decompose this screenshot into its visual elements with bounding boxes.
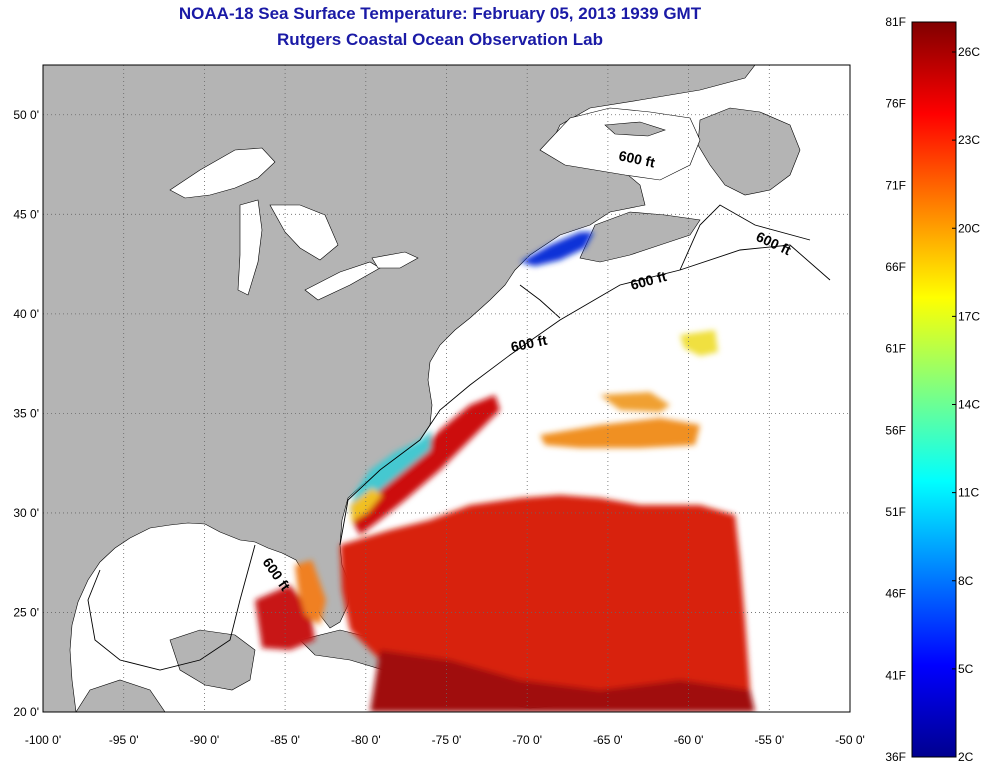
lon-tick-label: -50 0': [835, 733, 865, 747]
land-central-america: [75, 679, 166, 712]
longitude-axis: -100 0' -95 0' -90 0' -85 0' -80 0' -75 0' -70…: [25, 733, 865, 747]
colorbar-f-label: 46F: [885, 587, 906, 601]
colorbar-f-label: 66F: [885, 260, 906, 274]
lon-tick-label: -100 0': [25, 733, 61, 747]
lat-tick-label: 20 0': [13, 705, 39, 719]
lat-tick-label: 35 0': [13, 406, 39, 420]
colorbar-c-label: 26C: [958, 45, 980, 59]
sst-north-yellow: [680, 330, 718, 356]
map-subtitle: Rutgers Coastal Ocean Observation Lab: [277, 30, 603, 49]
depth-contour-600ft: [87, 204, 831, 671]
sst-scattered-orange: [600, 392, 670, 412]
colorbar-f-label: 56F: [885, 423, 906, 437]
colorbar-f-label: 51F: [885, 505, 906, 519]
latitude-axis: 20 0' 25 0' 30 0' 35 0' 40 0' 45 0' 50 0': [13, 108, 39, 719]
lon-tick-label: -75 0': [432, 733, 462, 747]
land-nova-scotia: [579, 211, 701, 263]
lat-tick-label: 45 0': [13, 207, 39, 221]
colorbar-celsius-labels: 26C 23C 20C 17C 14C 11C 8C 5C 2C: [952, 45, 980, 764]
lon-tick-label: -70 0': [512, 733, 542, 747]
colorbar-f-label: 41F: [885, 668, 906, 682]
colorbar-f-label: 76F: [885, 97, 906, 111]
contour-label-north: 600 ft: [617, 147, 656, 170]
colorbar-f-label: 71F: [885, 178, 906, 192]
lon-tick-label: -65 0': [593, 733, 623, 747]
contour-label-midatlantic: 600 ft: [509, 332, 548, 355]
colorbar-c-label: 17C: [958, 309, 980, 323]
colorbar-c-label: 23C: [958, 133, 980, 147]
lon-tick-label: -95 0': [109, 733, 139, 747]
map-border: [42, 64, 851, 713]
lake-huron: [269, 204, 339, 261]
sst-south-atlantic-main: [340, 495, 750, 700]
land-yucatan: [169, 629, 256, 691]
grid-lines: [43, 65, 850, 712]
lake-superior: [169, 147, 276, 199]
lon-tick-label: -55 0': [754, 733, 784, 747]
map-content: 600 ft 600 ft 600 ft 600 ft 600 ft: [43, 65, 850, 712]
sst-south-deep: [370, 650, 755, 712]
lon-tick-label: -80 0': [351, 733, 381, 747]
map-title: NOAA-18 Sea Surface Temperature: Februar…: [178, 4, 702, 23]
land-north-america: [43, 65, 756, 712]
lake-ontario: [371, 251, 419, 269]
lon-tick-label: -85 0': [270, 733, 300, 747]
sst-data-layer: [255, 232, 755, 712]
colorbar-c-label: 20C: [958, 221, 980, 235]
colorbar-c-label: 8C: [958, 574, 974, 588]
sst-mid-orange: [540, 418, 700, 448]
sst-gulfstream-core: [352, 395, 500, 535]
colorbar-c-label: 5C: [958, 662, 974, 676]
lake-michigan: [237, 199, 263, 296]
lon-tick-label: -90 0': [190, 733, 220, 747]
colorbar-c-label: 11C: [958, 486, 979, 500]
colorbar-c-label: 2C: [958, 750, 974, 764]
lon-tick-label: -60 0': [674, 733, 704, 747]
sst-gulf-of-maine-blue: [520, 232, 594, 266]
colorbar-c-label: 14C: [958, 398, 980, 412]
sst-gulf-shelf: [295, 560, 326, 625]
st-lawrence-gulf: [539, 107, 701, 181]
lat-tick-label: 30 0': [13, 506, 39, 520]
colorbar-f-label: 61F: [885, 342, 906, 356]
lat-tick-label: 25 0': [13, 605, 39, 619]
colorbar-f-label: 36F: [885, 750, 906, 764]
colorbar-f-label: 81F: [885, 15, 906, 29]
lat-tick-label: 40 0': [13, 307, 39, 321]
colorbar: [911, 21, 957, 758]
lat-tick-label: 50 0': [13, 108, 39, 122]
colorbar-fahrenheit-labels: 81F 76F 71F 66F 61F 56F 51F 46F 41F 36F: [885, 15, 906, 764]
anticosti-island: [604, 121, 666, 137]
land-newfoundland: [697, 107, 801, 196]
